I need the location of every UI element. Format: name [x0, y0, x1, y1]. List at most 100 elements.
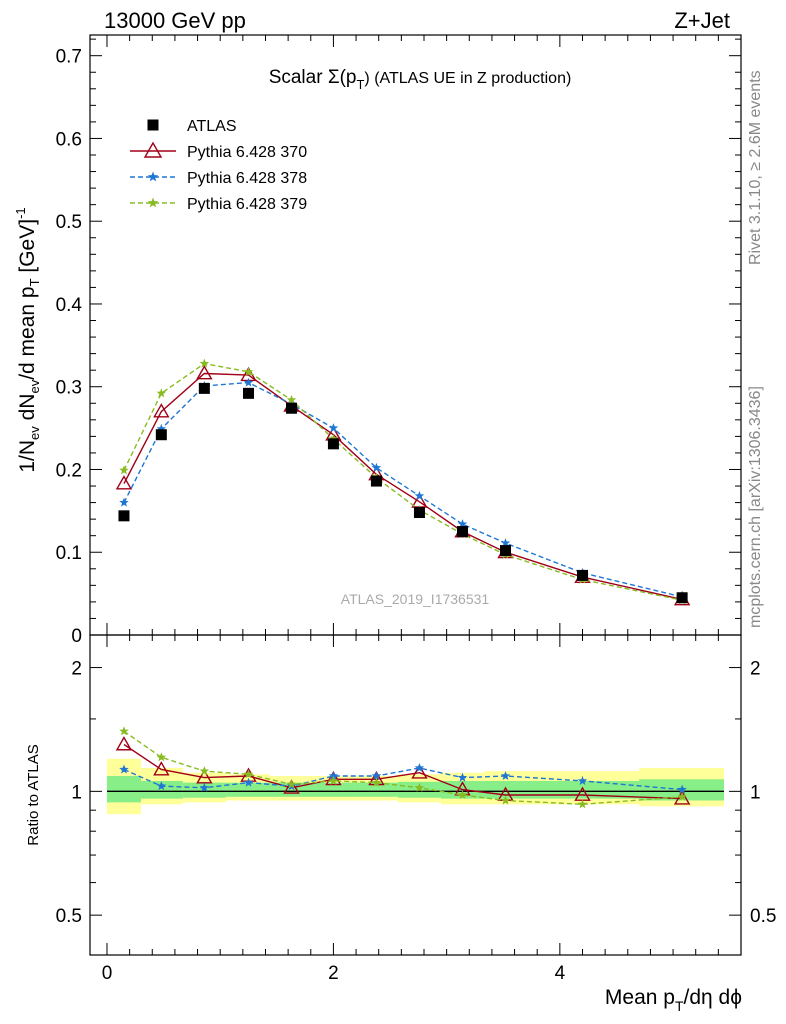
ratio-line-pythia-6-428-378 — [123, 767, 683, 791]
ratio-band-inner — [354, 782, 398, 797]
ratio-point-pythia-6-428-370 — [196, 769, 213, 784]
ratio-point-pythia-6-428-379 — [199, 766, 210, 776]
ratio-ytick-label-right: 2 — [750, 659, 761, 680]
ratio-point-pythia-6-428-379 — [577, 799, 588, 809]
ratio-data-layer — [115, 726, 691, 809]
ylabel-part-g: [GeV] — [16, 219, 39, 279]
main-ytick-label: 0.3 — [56, 378, 82, 399]
legend-label-pythia-6-428-378: Pythia 6.428 378 — [187, 170, 307, 187]
ratio-point-pythia-6-428-378 — [500, 771, 511, 780]
data-point-pythia-6-428-379 — [119, 465, 129, 475]
ratio-point-pythia-6-428-378 — [328, 771, 339, 780]
ylabel-part-e: /d mean p — [16, 286, 39, 379]
ratio-axes: 0.5 0.5 1 1 2 2 0 2 4 — [56, 635, 776, 984]
data-point-atlas — [576, 569, 588, 581]
ratio-point-pythia-6-428-379 — [328, 775, 339, 785]
data-point-pythia-6-428-378 — [156, 423, 167, 433]
ratio-point-pythia-6-428-379 — [500, 795, 511, 805]
legend: ATLAS Pythia 6.428 370 Pythia 6.428 378 Pyt… — [130, 118, 307, 213]
ratio-point-pythia-6-428-370 — [153, 761, 170, 776]
ratio-xtick-label: 4 — [555, 963, 566, 984]
series-line-pythia-6-428-370 — [123, 372, 683, 601]
ratio-point-pythia-6-428-379 — [119, 726, 129, 736]
data-point-pythia-6-428-379 — [156, 388, 167, 398]
ratio-point-pythia-6-428-378 — [414, 763, 425, 772]
x-axis-label: Mean pT/dη dϕ — [605, 986, 742, 1014]
data-point-atlas — [370, 475, 382, 487]
main-ytick-label: 0 — [71, 626, 82, 647]
main-title-part-a: Scalar Σ(p — [269, 67, 357, 88]
ratio-point-pythia-6-428-378 — [243, 777, 254, 787]
main-ylabel: 1/Nev dNev/d mean pT [GeV]-1 — [13, 207, 42, 472]
header-energy-label: 13000 GeV pp — [104, 8, 246, 33]
ylabel-sub-ev-b: ev — [27, 379, 42, 393]
data-point-pythia-6-428-379 — [286, 395, 297, 404]
ratio-xtick-label: 2 — [328, 963, 339, 984]
series-line-pythia-6-428-379 — [123, 362, 683, 601]
data-point-pythia-6-428-370 — [115, 475, 133, 490]
ratio-band-inner — [225, 782, 271, 797]
data-point-pythia-6-428-370 — [196, 365, 213, 380]
series-line-pythia-6-428-378 — [123, 381, 683, 598]
data-point-pythia-6-428-378 — [414, 491, 425, 500]
data-point-pythia-6-428-378 — [371, 462, 382, 472]
data-point-atlas — [118, 510, 130, 522]
legend-marker-atlas — [147, 119, 159, 131]
header-process-label: Z+Jet — [674, 8, 730, 33]
ratio-point-pythia-6-428-370 — [283, 779, 300, 794]
ylabel-sup: -1 — [13, 207, 28, 219]
data-point-pythia-6-428-370 — [153, 403, 170, 418]
data-point-atlas — [198, 382, 210, 394]
ratio-line-pythia-6-428-370 — [123, 743, 683, 800]
main-ytick-label: 0.1 — [56, 543, 82, 564]
ratio-ytick-label-right: 0.5 — [750, 906, 776, 927]
ratio-panel: 0.5 0.5 1 1 2 2 0 2 4 Ratio to ATLAS — [25, 634, 776, 984]
ratio-ylabel: Ratio to ATLAS — [25, 744, 42, 845]
legend-label-pythia-6-428-379: Pythia 6.428 379 — [187, 196, 307, 213]
ylabel-part-a: 1/N — [16, 440, 39, 473]
ratio-point-pythia-6-428-379 — [286, 779, 297, 789]
mcplots-label: mcplots.cern.ch [arXiv:1306.3436] — [747, 386, 764, 628]
ratio-point-pythia-6-428-370 — [673, 790, 691, 805]
main-ytick-label: 0.2 — [56, 460, 82, 481]
ratio-point-pythia-6-428-379 — [243, 769, 254, 779]
data-point-pythia-6-428-378 — [328, 423, 339, 433]
ratio-ytick-label-right: 1 — [750, 782, 761, 803]
ratio-point-pythia-6-428-378 — [156, 781, 167, 791]
main-title: Scalar Σ(pT) (ATLAS UE in Z production) — [269, 67, 572, 92]
data-point-pythia-6-428-378 — [119, 497, 129, 507]
main-ytick-label: 0.5 — [56, 212, 82, 233]
data-point-atlas — [500, 545, 512, 557]
ratio-point-pythia-6-428-379 — [414, 782, 425, 792]
rivet-version-label: Rivet 3.1.10, ≥ 2.6M events — [747, 70, 764, 265]
data-point-atlas — [155, 429, 167, 441]
ratio-band-inner — [140, 780, 183, 799]
data-point-atlas — [243, 387, 255, 399]
ratio-ytick-label: 0.5 — [56, 906, 82, 927]
legend-marker-pythia-6-428-379 — [147, 197, 159, 208]
ratio-point-pythia-6-428-379 — [677, 791, 687, 801]
data-point-atlas — [413, 507, 425, 519]
ratio-band-inner — [182, 782, 226, 798]
data-point-atlas — [286, 402, 298, 414]
ratio-point-pythia-6-428-378 — [577, 775, 588, 785]
xlabel-sub: T — [675, 998, 684, 1014]
ratio-line-pythia-6-428-379 — [123, 730, 683, 806]
ratio-band-inner — [313, 782, 355, 797]
ratio-frame — [89, 634, 742, 956]
ratio-point-pythia-6-428-378 — [119, 764, 129, 774]
main-title-sub: T — [356, 77, 364, 92]
ratio-point-pythia-6-428-379 — [371, 777, 382, 787]
analysis-watermark: ATLAS_2019_I1736531 — [341, 591, 490, 607]
main-ytick-label: 0.7 — [56, 47, 82, 68]
ratio-xtick-label: 0 — [102, 963, 113, 984]
main-axes: 0 0.1 0.2 0.3 0.4 0.5 0.6 0.7 — [56, 35, 741, 647]
ratio-point-pythia-6-428-378 — [199, 782, 210, 792]
ratio-point-pythia-6-428-378 — [371, 771, 382, 780]
ratio-ytick-label: 1 — [71, 782, 82, 803]
data-point-atlas — [676, 592, 688, 604]
ratio-point-pythia-6-428-370 — [115, 736, 133, 751]
data-point-pythia-6-428-379 — [199, 358, 210, 368]
ratio-point-pythia-6-428-370 — [325, 770, 342, 786]
ratio-point-pythia-6-428-378 — [677, 784, 687, 794]
